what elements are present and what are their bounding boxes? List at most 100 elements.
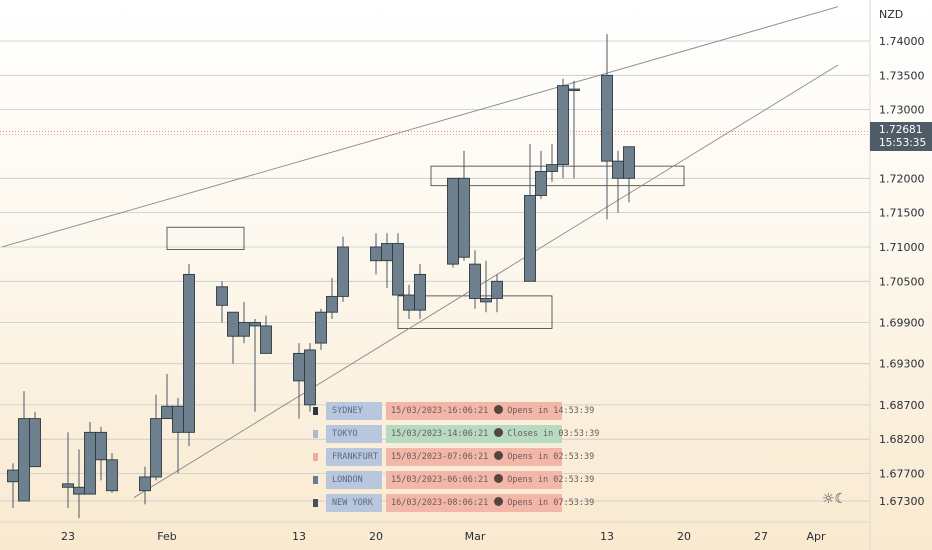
candle-body (469, 263, 481, 299)
candle-body (392, 243, 404, 296)
session-info-frankfurt: 15/03/2023-07:06:21 Opens in 02:53:39 (386, 448, 594, 466)
session-status: Opens in 02:53:39 (507, 475, 595, 485)
candle (381, 233, 393, 289)
candle-body (337, 246, 349, 297)
x-tick-label: 13 (292, 530, 306, 543)
candle (150, 394, 162, 481)
candle-body (18, 418, 30, 502)
candle (392, 233, 404, 302)
status-dot-icon (494, 405, 504, 414)
candle (524, 143, 536, 282)
candle (403, 284, 415, 320)
candle (535, 150, 547, 199)
candle-body (227, 311, 239, 337)
day-night-toggle-icon[interactable]: ☼☾ (822, 491, 848, 507)
y-tick-label: 1.67700 (879, 468, 925, 481)
session-marker-new-york (313, 499, 318, 507)
candle-body (623, 146, 635, 179)
session-time: 16/03/2023-08:06:21 (391, 498, 489, 508)
candle (304, 343, 316, 412)
candle (62, 432, 74, 508)
candle (414, 264, 426, 320)
candle-body (535, 170, 547, 196)
session-status: Opens in 07:53:39 (507, 498, 595, 508)
x-tick-label: Feb (157, 530, 176, 543)
candle-body (546, 164, 558, 172)
candle (227, 311, 239, 364)
candle-body (7, 469, 19, 483)
y-tick-label: 1.71000 (879, 241, 925, 254)
candle (161, 373, 173, 420)
candle-body (480, 298, 492, 303)
candle-body (315, 311, 327, 344)
y-tick-label: 1.71500 (879, 207, 925, 220)
candle-body (73, 486, 85, 495)
y-tick-label: 1.72000 (879, 172, 925, 185)
candle-body (293, 352, 305, 382)
candle (84, 422, 96, 495)
session-marker-sydney (313, 407, 318, 415)
x-tick-label: 27 (754, 530, 768, 543)
candle-body (84, 431, 96, 495)
candle (370, 233, 382, 275)
candle-body (304, 349, 316, 406)
candle (172, 398, 184, 474)
status-dot-icon (494, 497, 504, 506)
candle (29, 411, 41, 468)
candle-body (216, 286, 228, 306)
candle (447, 177, 459, 268)
candle-body (62, 483, 74, 488)
candle-body (601, 74, 613, 162)
candle (238, 301, 250, 344)
candle (326, 277, 338, 320)
last-price-value: 1.72681 (879, 124, 923, 136)
candle (106, 452, 118, 493)
y-tick-label: 1.69300 (879, 358, 925, 371)
candle (557, 78, 569, 179)
y-tick-label: 1.68200 (879, 433, 925, 446)
session-status: Closes in 03:53:39 (507, 429, 600, 439)
candle (315, 308, 327, 350)
y-tick-label: 1.70500 (879, 275, 925, 288)
x-tick-label: 13 (600, 530, 614, 543)
x-tick-label: Apr (806, 530, 826, 543)
x-tick-label: Mar (465, 530, 486, 543)
candle-body (161, 405, 173, 420)
session-name: FRANKFURT (326, 448, 382, 466)
candle (612, 150, 624, 213)
last-price-badge: 1.72681 15:53:35 (870, 122, 932, 151)
candle (249, 319, 261, 412)
session-marker-tokyo (313, 430, 318, 438)
candle (337, 236, 349, 302)
candle-body (29, 418, 41, 468)
candle (469, 250, 481, 309)
candle-body (381, 243, 393, 262)
candle (480, 260, 492, 313)
candle (568, 80, 580, 179)
y-tick-label: 1.68700 (879, 399, 925, 412)
candle (623, 146, 635, 203)
session-time: 15/03/2023-06:06:21 (391, 475, 489, 485)
candle (293, 343, 305, 419)
candle-body (458, 177, 470, 258)
candle-body (326, 295, 338, 313)
candle-body (568, 88, 580, 92)
status-dot-icon (494, 474, 504, 483)
candle-body (260, 325, 272, 354)
session-name: TOKYO (326, 425, 382, 443)
candle (139, 466, 151, 505)
candle (260, 315, 272, 354)
session-info-new-york: 16/03/2023-08:06:21 Opens in 07:53:39 (386, 494, 594, 512)
candle-body (414, 273, 426, 311)
y-tick-label: 1.73500 (879, 69, 925, 82)
status-dot-icon (494, 451, 504, 460)
candle-body (524, 195, 536, 282)
candle (73, 449, 85, 519)
y-tick-label: 1.67300 (879, 495, 925, 508)
candle-body (106, 459, 118, 492)
candle-body (238, 322, 250, 337)
status-dot-icon (494, 428, 504, 437)
candle (95, 426, 107, 481)
candle-body (370, 246, 382, 262)
